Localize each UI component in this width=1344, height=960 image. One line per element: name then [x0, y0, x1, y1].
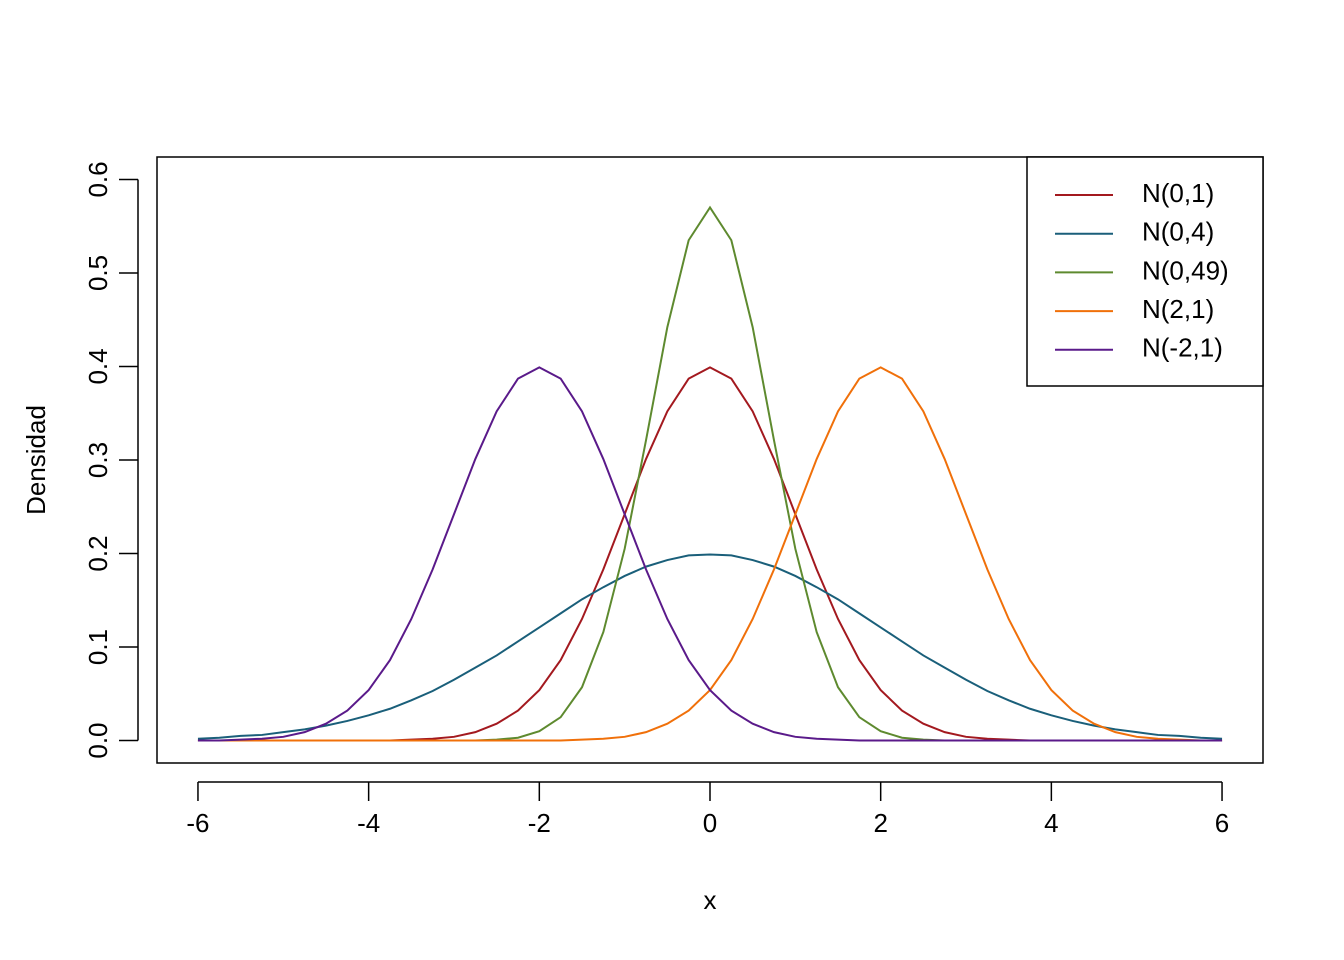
legend-label: N(0,1) [1142, 178, 1214, 208]
y-tick-label: 0.5 [83, 255, 113, 291]
legend-label: N(0,4) [1142, 217, 1214, 247]
legend-label: N(0,49) [1142, 255, 1229, 285]
x-tick-label: -4 [357, 808, 380, 838]
x-tick-label: 4 [1044, 808, 1058, 838]
plot-frame [156, 156, 1264, 764]
y-axis-label: Densidad [21, 405, 51, 515]
y-tick-label: 0.0 [83, 722, 113, 758]
series-line [197, 366, 1223, 742]
y-tick-label: 0.1 [83, 629, 113, 665]
series-line [197, 553, 1223, 740]
y-tick-label: 0.6 [83, 161, 113, 197]
x-tick-label: 2 [873, 808, 887, 838]
y-tick-label: 0.4 [83, 348, 113, 384]
legend-label: N(-2,1) [1142, 333, 1223, 363]
y-tick-label: 0.3 [83, 442, 113, 478]
x-axis-label: x [704, 885, 717, 915]
x-tick-label: 0 [703, 808, 717, 838]
y-tick-label: 0.2 [83, 535, 113, 571]
x-tick-label: -6 [186, 808, 209, 838]
x-tick-label: -2 [528, 808, 551, 838]
legend-label: N(2,1) [1142, 294, 1214, 324]
x-tick-label: 6 [1215, 808, 1229, 838]
